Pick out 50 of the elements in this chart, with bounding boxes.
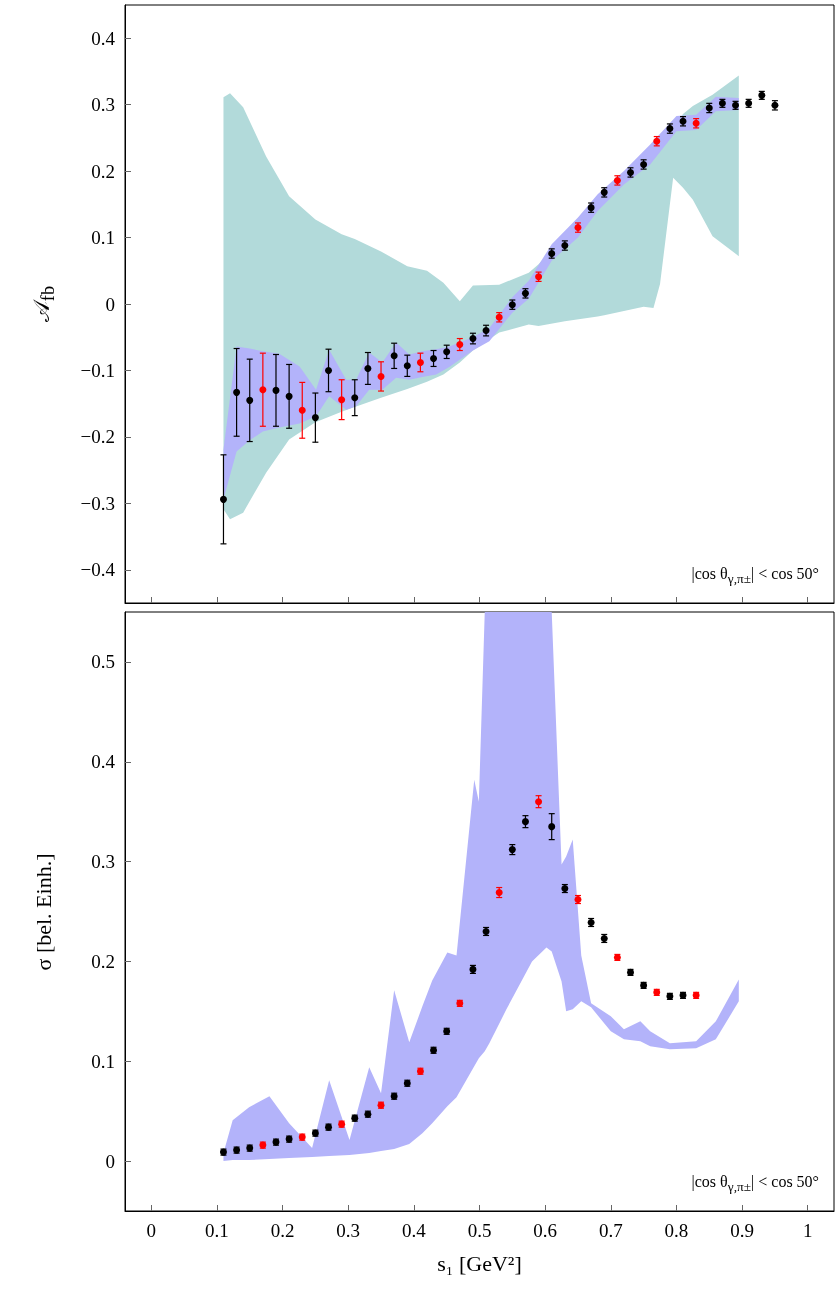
y-tick-label: −0.1 [80,359,115,381]
y-tick-label: 0.2 [91,160,115,182]
x-axis-title: s₁ [GeV²] [437,1251,522,1277]
point [272,386,280,394]
x-tick-label: 0.8 [664,1220,689,1241]
y-tick-label: 0 [105,1150,115,1172]
point [548,823,556,831]
y-tick-label: −0.4 [80,559,116,581]
y-tick-label: 0.4 [91,751,116,773]
point [219,495,227,503]
y-tick-label: 0 [105,293,115,315]
point [403,362,411,370]
y-tick-label: −0.3 [80,492,115,514]
point [351,394,359,402]
point [259,386,267,394]
point [338,396,346,404]
y-axis-title: σ [bel. Einh.] [31,853,57,970]
y-tick-label: 0.1 [91,227,115,249]
point [325,366,333,374]
point [364,364,372,372]
point [456,341,464,349]
x-tick-label: 0.2 [270,1220,295,1241]
x-tick-label: 0 [146,1220,157,1241]
y-tick-label: 0.3 [91,851,115,873]
y-tick-label: 0.3 [91,94,115,116]
annotation: |cos θ$_{γ,π±}$| < cos 50° [691,1173,819,1196]
x-tick-label: 0.5 [467,1220,492,1241]
x-tick-label: 1 [802,1220,813,1241]
x-tick-label: 0.9 [730,1220,754,1241]
y-tick-label: 0.1 [91,1050,115,1072]
y-tick-label: −0.2 [80,426,115,448]
x-tick-label: 0.4 [401,1220,427,1241]
point [246,396,254,404]
point [377,372,385,380]
point [390,352,398,360]
x-tick-label: 0.7 [598,1220,623,1241]
annotation: |cos θ$_{γ,π±}$| < cos 50° [691,565,819,588]
point [285,392,293,400]
x-tick-label: 0.3 [336,1220,361,1241]
point [443,348,451,356]
x-tick-label: 0.6 [533,1220,558,1241]
x-tick-label: 0.1 [205,1220,229,1241]
y-tick-label: 0.5 [91,651,115,673]
point [311,414,319,422]
y-tick-label: 0.2 [91,950,115,972]
y-tick-label: 0.4 [91,27,116,49]
point [430,354,438,362]
point [416,358,424,366]
point [298,406,306,414]
point [233,388,241,396]
